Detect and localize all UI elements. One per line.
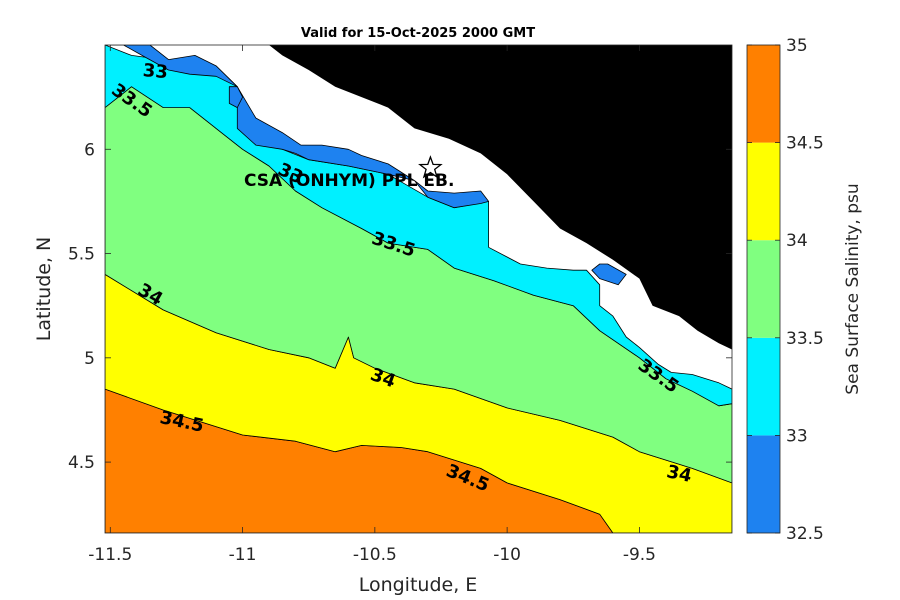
colorbar-segment	[747, 240, 780, 338]
colorbar-frame	[746, 44, 781, 534]
salinity-zone	[105, 45, 490, 209]
colorbar-tick-label: 32.5	[786, 524, 824, 544]
salinity-zone	[228, 86, 244, 108]
colorbar-tick-label: 34	[786, 231, 808, 251]
colorbar-tick-label: 33	[786, 426, 808, 446]
colorbar-label: Sea Surface Salinity, psu	[843, 183, 863, 394]
station-marker: CSA (ONHYM) PPL EB.	[244, 155, 454, 191]
y-tick-label: 4.5	[68, 453, 95, 473]
colorbar: 32.5 33 33.5 34 34.5 35	[746, 36, 824, 544]
chart-title: Valid for 15-Oct-2025 2000 GMT	[301, 26, 535, 41]
y-axis-label: Latitude, N	[33, 237, 55, 342]
colorbar-segment	[747, 435, 780, 533]
x-tick-label: -11.5	[88, 545, 132, 565]
colorbar-tick-label: 35	[786, 36, 808, 56]
y-tick-label: 6	[84, 140, 95, 160]
contour-label: 34	[665, 461, 694, 487]
contour-label: 33	[142, 60, 169, 83]
station-label: CSA (ONHYM) PPL EB.	[244, 171, 454, 191]
x-tick-label: -9.5	[623, 545, 656, 565]
salinity-zones	[105, 45, 732, 533]
y-tick-label: 5	[84, 349, 95, 369]
x-axis-label: Longitude, E	[359, 574, 478, 596]
colorbar-tick-label: 34.5	[786, 134, 824, 154]
colorbar-tick-label: 33.5	[786, 329, 824, 349]
y-tick-label: 5.5	[68, 245, 95, 265]
station-star-icon	[418, 155, 443, 179]
salinity-zone	[591, 263, 627, 286]
x-tick-label: -11	[229, 545, 257, 565]
plot-frame	[104, 44, 733, 534]
colorbar-segment	[747, 142, 780, 241]
land-area	[269, 45, 732, 350]
colorbar-segment	[747, 45, 780, 143]
x-axis: -11.5 -11 -10.5 -10 -9.5	[88, 45, 656, 565]
colorbar-segment	[747, 337, 780, 436]
x-tick-label: -10.5	[353, 545, 397, 565]
y-axis: 4.5 5 5.5 6	[68, 140, 732, 473]
x-tick-label: -10	[493, 545, 521, 565]
land-mask	[269, 45, 732, 350]
